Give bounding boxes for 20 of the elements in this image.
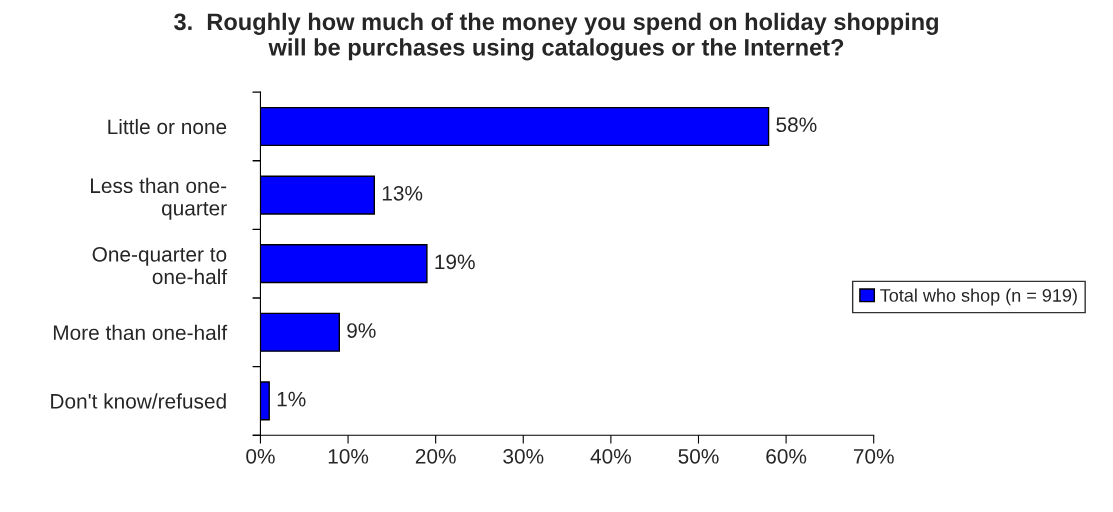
- y-tick-label: More than one-half: [53, 324, 228, 341]
- data-label: 9%: [347, 323, 376, 338]
- data-label: 13%: [382, 185, 423, 201]
- y-tick-label: Don't know/refused: [51, 393, 226, 409]
- x-tick-label: 50%: [678, 448, 719, 464]
- y-tick-label: One-quarter to one-half: [92, 246, 228, 285]
- data-label: 19%: [435, 254, 475, 270]
- x-tick-label: 60%: [766, 448, 807, 464]
- x-tick-label: 20%: [415, 448, 456, 464]
- data-label: 1%: [277, 391, 306, 407]
- x-tick-label: 70%: [853, 448, 894, 464]
- y-tick-label: Little or none: [108, 118, 227, 135]
- x-tick-label: 0%: [246, 448, 275, 464]
- y-tick-label: Less than one- quarter: [91, 177, 227, 220]
- chart-title: 3. Roughly how much of the money you spend on holiday shopping will be purchases using catalogues or the Internet?: [174, 12, 938, 61]
- x-tick-label: 40%: [590, 448, 631, 464]
- x-tick-label: 10%: [328, 448, 369, 464]
- legend-label: Total who shop (n = 919): [880, 288, 1077, 306]
- x-tick-label: 30%: [503, 448, 544, 464]
- data-label: 58%: [776, 117, 817, 133]
